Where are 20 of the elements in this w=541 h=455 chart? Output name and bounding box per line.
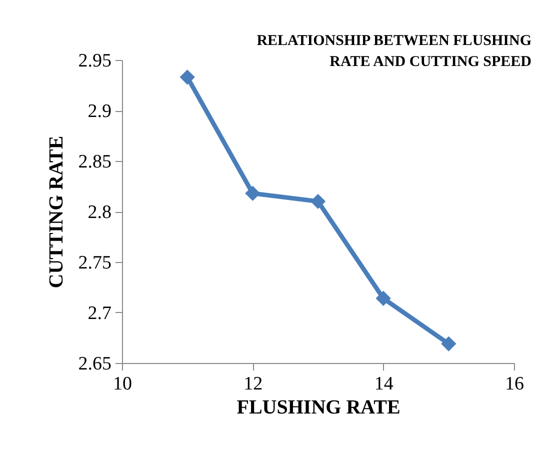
y-axis-title: CUTTING RATE (45, 136, 68, 288)
point (376, 290, 391, 306)
y-tick-label: 2.8 (88, 202, 112, 223)
y-tick-label: 2.65 (78, 354, 112, 374)
point (441, 336, 456, 352)
text: RELATIONSHIP BETWEEN FLUSHING (256, 33, 532, 49)
y-tick-label: 2.9 (88, 101, 112, 122)
y-tick-label: 2.7 (88, 303, 112, 324)
x-tick-label: 10 (113, 374, 132, 394)
x-tick-label: 16 (505, 374, 524, 394)
point (310, 194, 326, 209)
x-tick-label: 14 (374, 374, 394, 394)
text: RATE AND CUTTING SPEED (330, 54, 532, 70)
y-tick-label: 2.85 (78, 152, 112, 172)
y-tick-label: 2.75 (78, 252, 112, 274)
y-tick-label: 2.95 (78, 50, 112, 72)
x-axis-title: FLUSHING RATE (236, 396, 400, 418)
point (180, 70, 195, 85)
point (245, 186, 260, 201)
x-tick-label: 12 (244, 374, 263, 394)
